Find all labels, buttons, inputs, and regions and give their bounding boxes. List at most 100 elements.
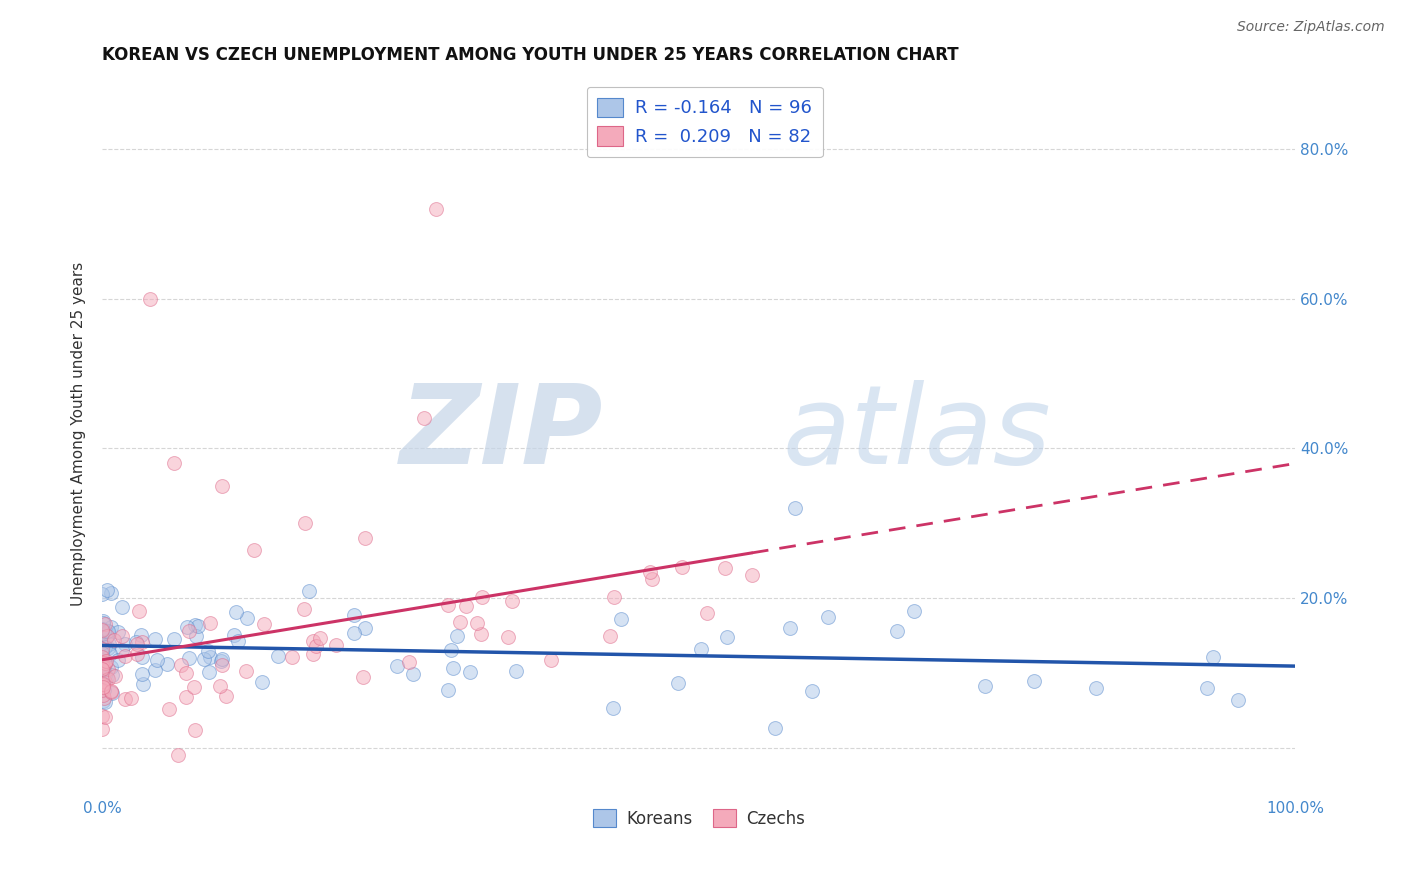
Point bbox=[198, 649, 221, 664]
Point bbox=[93, 682, 115, 697]
Point bbox=[91, 624, 114, 638]
Text: ZIP: ZIP bbox=[399, 380, 603, 487]
Point bbox=[236, 611, 259, 625]
Point bbox=[253, 617, 276, 632]
Point bbox=[1085, 681, 1108, 696]
Point bbox=[127, 637, 149, 651]
Point bbox=[101, 668, 124, 682]
Point bbox=[170, 658, 193, 673]
Point bbox=[183, 680, 205, 694]
Point bbox=[603, 591, 626, 605]
Point bbox=[342, 608, 364, 623]
Point bbox=[353, 621, 375, 635]
Point bbox=[224, 628, 246, 642]
Point bbox=[817, 610, 839, 624]
Point bbox=[209, 654, 232, 668]
Point bbox=[107, 624, 129, 639]
Point bbox=[211, 479, 233, 493]
Point bbox=[125, 648, 148, 662]
Point bbox=[91, 616, 114, 631]
Point bbox=[470, 627, 492, 641]
Point bbox=[666, 676, 689, 690]
Point bbox=[131, 649, 153, 664]
Point bbox=[114, 648, 136, 663]
Point bbox=[267, 648, 290, 663]
Point bbox=[800, 684, 823, 698]
Point bbox=[398, 656, 420, 670]
Point bbox=[501, 594, 523, 608]
Point bbox=[167, 748, 190, 763]
Point bbox=[91, 722, 114, 736]
Point bbox=[91, 688, 114, 702]
Point bbox=[176, 620, 198, 634]
Point bbox=[91, 641, 114, 656]
Point bbox=[198, 615, 221, 630]
Point bbox=[602, 700, 624, 714]
Point bbox=[100, 686, 122, 700]
Point bbox=[294, 516, 316, 531]
Point bbox=[132, 677, 155, 691]
Point bbox=[91, 649, 114, 664]
Point bbox=[156, 657, 179, 671]
Point bbox=[91, 622, 114, 636]
Point bbox=[599, 629, 621, 643]
Point bbox=[146, 653, 169, 667]
Point bbox=[139, 292, 162, 306]
Point bbox=[93, 674, 115, 689]
Point bbox=[235, 664, 257, 678]
Point bbox=[690, 642, 713, 657]
Point bbox=[93, 624, 115, 638]
Point bbox=[94, 656, 117, 670]
Point bbox=[281, 649, 304, 664]
Point bbox=[226, 633, 249, 648]
Point bbox=[471, 590, 494, 604]
Point bbox=[215, 690, 238, 704]
Point bbox=[91, 662, 114, 676]
Point bbox=[785, 501, 807, 516]
Point bbox=[114, 691, 136, 706]
Point bbox=[741, 567, 763, 582]
Point bbox=[91, 646, 114, 660]
Point bbox=[91, 627, 114, 641]
Point bbox=[763, 721, 786, 735]
Point bbox=[179, 624, 201, 638]
Point bbox=[96, 624, 118, 638]
Point bbox=[184, 723, 207, 737]
Point bbox=[128, 604, 150, 618]
Point bbox=[114, 637, 136, 651]
Point bbox=[505, 665, 527, 679]
Point bbox=[174, 666, 197, 681]
Point bbox=[437, 598, 460, 612]
Point bbox=[298, 584, 321, 599]
Point bbox=[302, 647, 325, 661]
Point bbox=[352, 670, 374, 684]
Point bbox=[184, 617, 207, 632]
Point bbox=[100, 684, 122, 698]
Point bbox=[425, 202, 447, 216]
Point bbox=[131, 635, 153, 649]
Point bbox=[973, 679, 995, 693]
Point bbox=[94, 616, 117, 631]
Point bbox=[163, 632, 186, 646]
Point bbox=[103, 633, 125, 648]
Point bbox=[671, 560, 693, 574]
Point bbox=[91, 614, 114, 628]
Point bbox=[641, 573, 664, 587]
Point bbox=[91, 625, 114, 640]
Point bbox=[98, 647, 121, 661]
Point bbox=[211, 657, 233, 672]
Point bbox=[100, 660, 122, 674]
Point bbox=[107, 652, 129, 666]
Point bbox=[540, 653, 562, 667]
Point bbox=[177, 651, 200, 665]
Point bbox=[696, 606, 718, 620]
Text: atlas: atlas bbox=[782, 380, 1052, 487]
Point bbox=[640, 566, 662, 580]
Point bbox=[903, 604, 925, 618]
Point bbox=[714, 561, 737, 575]
Point bbox=[458, 665, 481, 679]
Point bbox=[187, 619, 209, 633]
Point bbox=[96, 669, 118, 683]
Point bbox=[186, 630, 208, 644]
Point bbox=[91, 694, 114, 708]
